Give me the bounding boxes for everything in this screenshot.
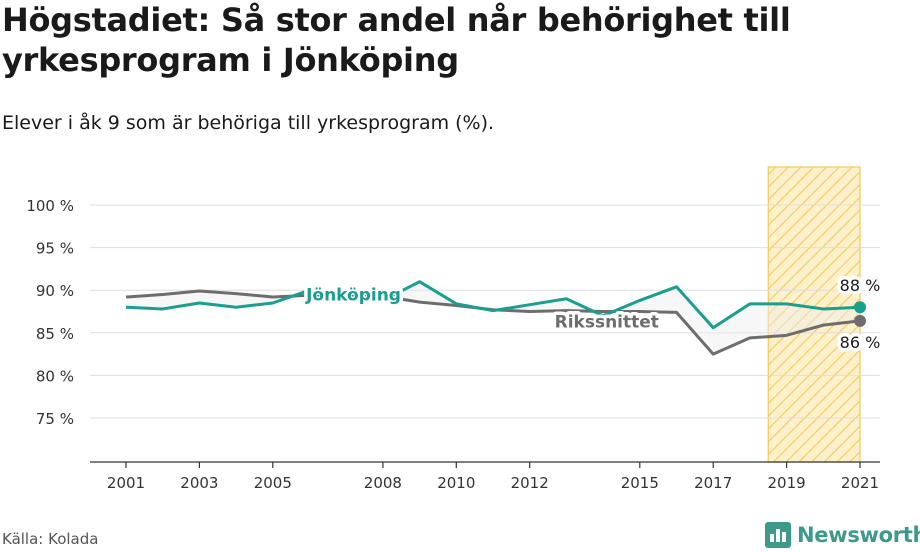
newsworthy-logo-icon [765, 522, 791, 548]
y-tick-label: 85 % [36, 325, 74, 343]
gap-area [126, 281, 860, 355]
end-label-jonkoping: 88 % [840, 276, 881, 295]
x-tick-label: 2019 [768, 474, 806, 492]
chart-subtitle: Elever i åk 9 som är behöriga till yrkes… [2, 112, 495, 134]
x-tick-label: 2015 [621, 474, 659, 492]
brand-name: Newsworthy [797, 523, 920, 547]
y-tick-label: 95 % [36, 240, 74, 258]
source-note: Källa: Kolada [2, 530, 99, 548]
y-tick-label: 80 % [36, 367, 74, 385]
y-tick-label: 100 % [26, 197, 74, 215]
x-tick-label: 2003 [180, 474, 218, 492]
chart-title: Högstadiet: Så stor andel når behörighet… [2, 1, 791, 79]
series-line-jonkoping [125, 280, 861, 330]
y-tick-label: 90 % [36, 282, 74, 300]
x-tick-label: 2017 [694, 474, 732, 492]
y-tick-label: 75 % [36, 410, 74, 428]
x-tick-label: 2010 [437, 474, 475, 492]
end-point-jonkoping [854, 301, 866, 314]
series-label-jonkoping: Jönköping [305, 285, 401, 305]
x-tick-label: 2012 [511, 474, 549, 492]
series-label-rikssnittet: Rikssnittet [555, 313, 659, 333]
end-point-rikssnittet [854, 314, 866, 327]
end-label-rikssnittet: 86 % [840, 333, 881, 352]
x-tick-label: 2021 [841, 474, 879, 492]
x-tick-label: 2008 [364, 474, 402, 492]
newsworthy-logo: Newsworthy [765, 519, 920, 551]
line-chart: 75 % 80 % 85 % 90 % 95 % 100 % 2001 2003 2005 20… [26, 166, 881, 492]
x-tick-label: 2001 [107, 474, 145, 492]
highlight-band [767, 166, 861, 463]
x-tick-label: 2005 [254, 474, 292, 492]
